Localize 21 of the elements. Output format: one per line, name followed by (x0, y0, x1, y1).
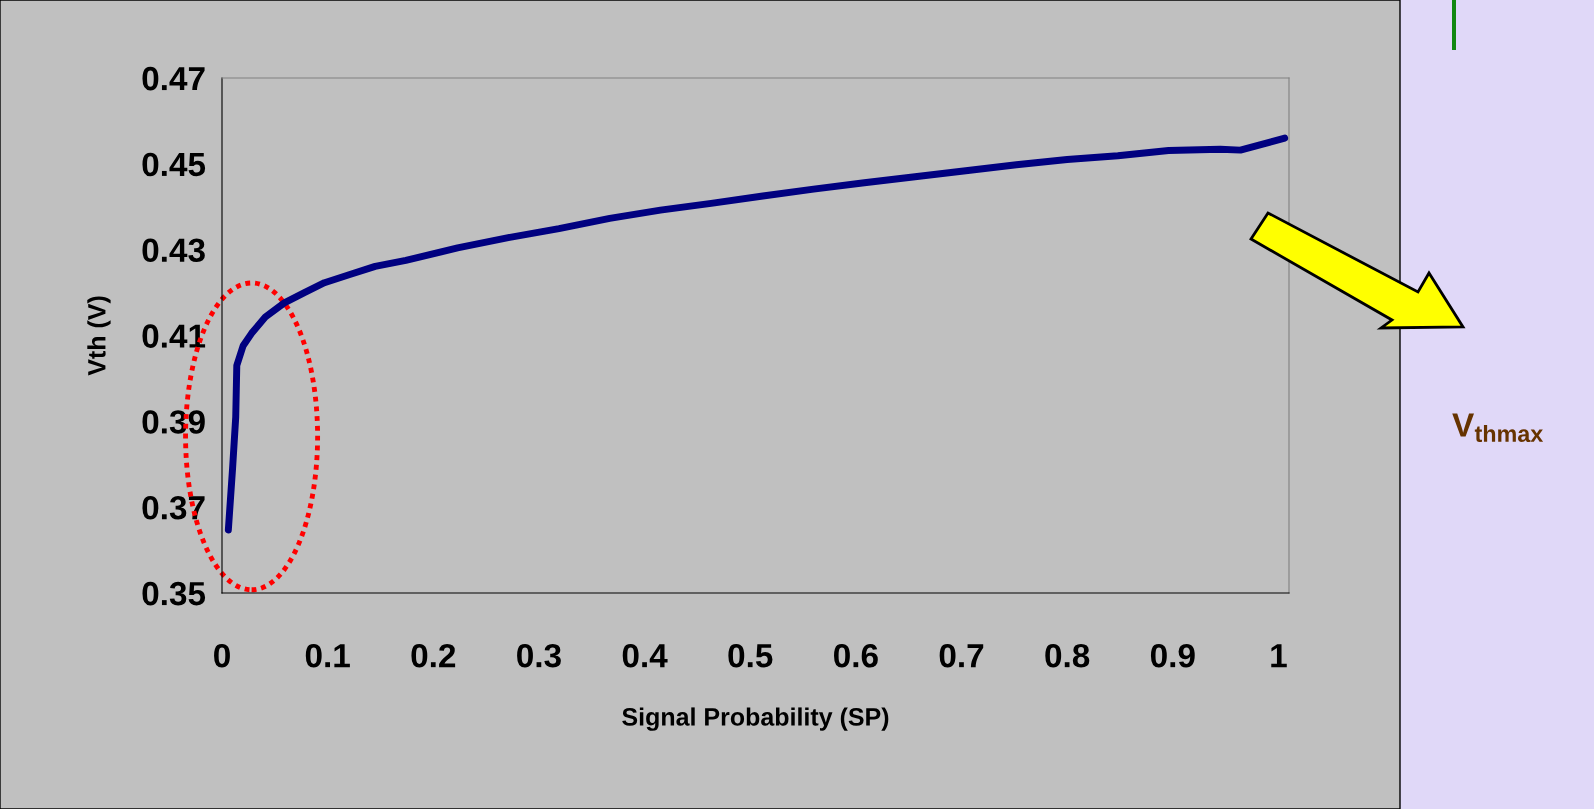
x-tick-label: 0.5 (728, 643, 773, 668)
y-tick-label: 0.43 (142, 238, 205, 263)
x-tick-label: 0.4 (622, 643, 668, 668)
x-axis-title: Signal Probability (SP) (622, 707, 889, 731)
x-tick-label: 0.2 (411, 643, 456, 668)
x-tick-label: 0 (214, 643, 230, 668)
y-tick-label: 0.41 (142, 324, 206, 348)
y-tick-label: 0.47 (142, 66, 205, 91)
x-tick-label: 0.9 (1150, 643, 1195, 668)
y-axis-title: Vth (V) (87, 296, 111, 376)
x-tick-label: 0.3 (517, 643, 561, 668)
text: V$_{thmax}$ (1452, 413, 1544, 443)
y-tick-label: 0.45 (142, 152, 206, 177)
x-tick-label: 1 (1271, 644, 1287, 668)
y-tick-label: 0.39 (142, 410, 205, 434)
x-tick-label: 0.7 (939, 643, 984, 668)
x-tick-label: 0.1 (305, 643, 350, 668)
y-tick-label: 0.35 (142, 581, 206, 606)
y-tick-label: 0.37 (142, 495, 205, 520)
x-tick-label: 0.6 (834, 643, 878, 668)
x-tick-label: 0.8 (1045, 643, 1090, 668)
